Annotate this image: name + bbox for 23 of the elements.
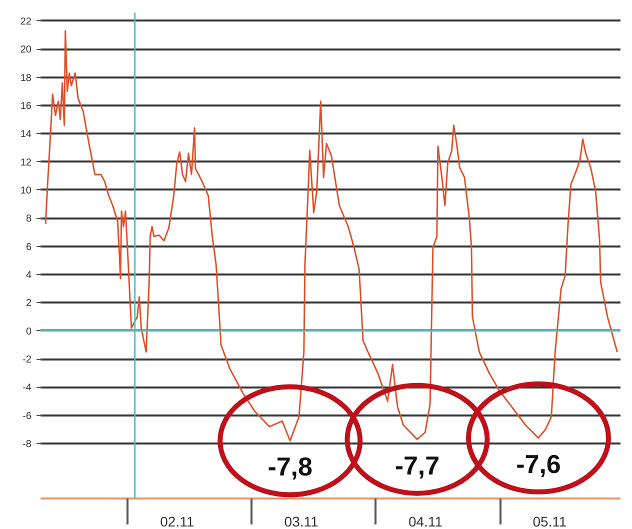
y-tick-label: 6 <box>26 242 32 253</box>
y-tick-label: -6 <box>22 410 32 422</box>
annotation: -7,6 <box>516 448 561 479</box>
y-tick-label: 2 <box>26 298 32 310</box>
y-tick-label: 0 <box>26 326 32 338</box>
y-tick-label: 12 <box>20 157 32 168</box>
annotation: -7,7 <box>394 450 440 480</box>
y-tick-label: 22 <box>20 16 32 28</box>
y-tick-label: 20 <box>20 44 32 56</box>
x-tick-label: 02.11 <box>160 514 194 529</box>
y-tick-label: -2 <box>22 354 32 366</box>
y-tick-label: 16 <box>20 100 32 112</box>
x-tick-label: 03.11 <box>284 514 319 529</box>
y-tick-label: -4 <box>22 382 32 394</box>
annotation: -7,8 <box>268 452 313 482</box>
y-tick-label: 14 <box>20 129 32 140</box>
y-tick-label: 18 <box>20 72 32 84</box>
x-tick-label: 05.11 <box>532 514 567 529</box>
y-tick-label: 8 <box>26 214 32 225</box>
y-tick-label: -8 <box>22 439 32 450</box>
x-tick-label: 04.11 <box>408 514 443 529</box>
y-tick-label: 4 <box>26 270 32 282</box>
y-tick-label: 10 <box>20 185 32 196</box>
